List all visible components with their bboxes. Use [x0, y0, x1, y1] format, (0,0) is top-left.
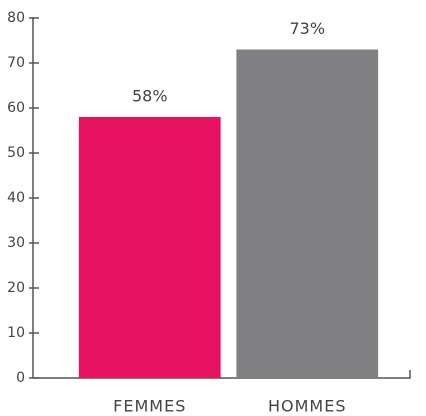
value-label: 58% [132, 87, 168, 106]
y-tick-label: 70 [7, 55, 25, 71]
y-tick-label: 30 [7, 235, 25, 251]
x-tick-label: HOMMES [268, 397, 347, 416]
x-tick-label: FEMMES [113, 397, 186, 416]
y-tick-label: 10 [7, 325, 25, 341]
y-tick-label: 60 [7, 100, 25, 116]
y-tick-label: 50 [7, 145, 25, 161]
y-tick-label: 80 [7, 10, 25, 26]
y-tick-label: 20 [7, 280, 25, 296]
y-tick-label: 0 [16, 370, 25, 386]
y-tick-label: 40 [7, 190, 25, 206]
bar [236, 49, 379, 378]
bar [78, 117, 221, 378]
value-label: 73% [289, 19, 325, 38]
